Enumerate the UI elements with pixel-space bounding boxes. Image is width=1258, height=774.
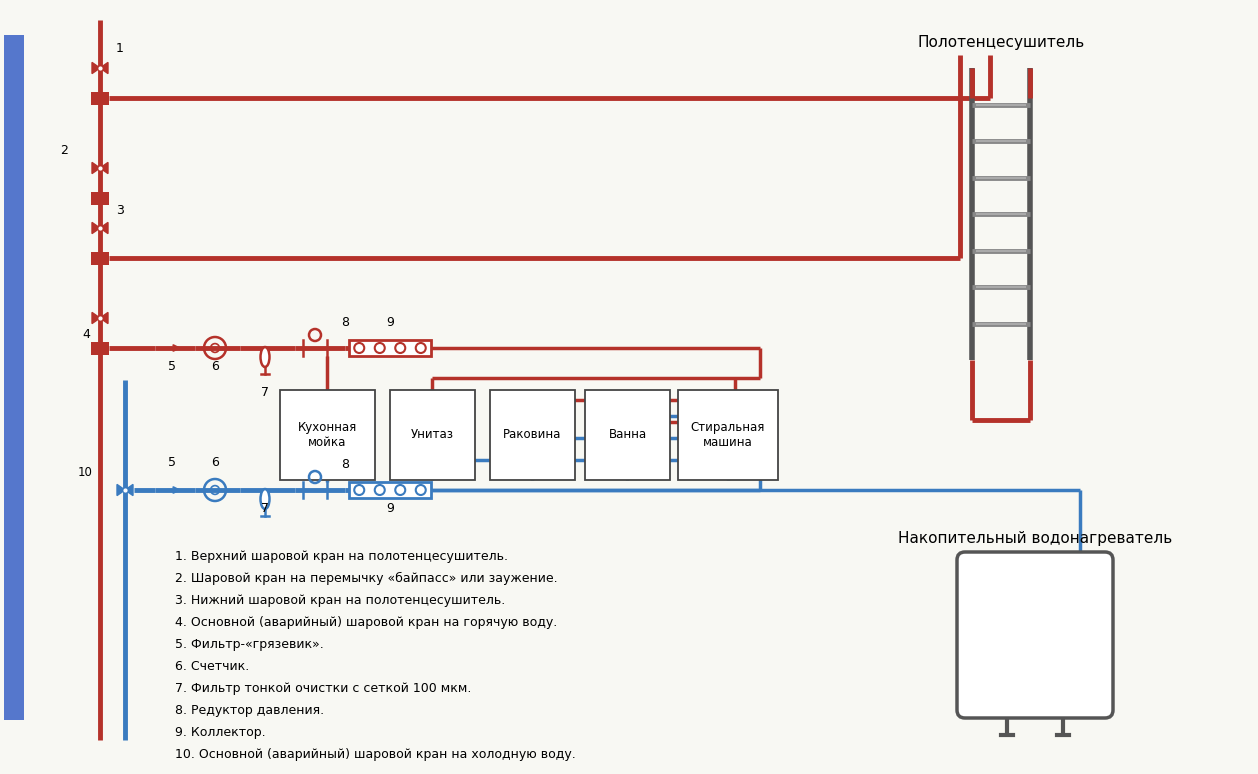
Text: 3. Нижний шаровой кран на полотенцесушитель.: 3. Нижний шаровой кран на полотенцесушит… xyxy=(175,594,506,607)
Polygon shape xyxy=(92,313,99,324)
Text: 4. Основной (аварийный) шаровой кран на горячую воду.: 4. Основной (аварийный) шаровой кран на … xyxy=(175,616,557,629)
FancyBboxPatch shape xyxy=(348,482,431,498)
Polygon shape xyxy=(99,63,108,74)
Circle shape xyxy=(375,485,385,495)
Text: Накопительный водонагреватель: Накопительный водонагреватель xyxy=(898,531,1172,546)
Circle shape xyxy=(415,485,425,495)
Circle shape xyxy=(395,485,405,495)
Text: Кухонная
мойка: Кухонная мойка xyxy=(298,420,357,450)
FancyBboxPatch shape xyxy=(4,35,24,720)
Text: 5. Фильтр-«грязевик».: 5. Фильтр-«грязевик». xyxy=(175,638,323,651)
Text: 2: 2 xyxy=(60,144,68,157)
FancyBboxPatch shape xyxy=(957,552,1113,718)
Text: 9: 9 xyxy=(386,502,394,515)
FancyBboxPatch shape xyxy=(585,390,671,480)
Ellipse shape xyxy=(260,347,269,367)
FancyBboxPatch shape xyxy=(91,341,109,354)
Circle shape xyxy=(355,343,365,353)
Text: 7. Фильтр тонкой очистки с сеткой 100 мкм.: 7. Фильтр тонкой очистки с сеткой 100 мк… xyxy=(175,682,472,695)
FancyBboxPatch shape xyxy=(390,390,476,480)
Text: Полотенцесушитель: Полотенцесушитель xyxy=(917,35,1084,50)
Polygon shape xyxy=(99,163,108,173)
FancyBboxPatch shape xyxy=(91,91,109,104)
Text: 8: 8 xyxy=(341,316,348,329)
FancyBboxPatch shape xyxy=(348,340,431,356)
Circle shape xyxy=(355,485,365,495)
Circle shape xyxy=(395,343,405,353)
Text: 6. Счетчик.: 6. Счетчик. xyxy=(175,660,249,673)
Polygon shape xyxy=(117,485,125,495)
Text: Унитаз: Унитаз xyxy=(411,429,454,441)
Text: 9. Коллектор.: 9. Коллектор. xyxy=(175,726,265,739)
Polygon shape xyxy=(125,485,133,495)
Text: 5: 5 xyxy=(169,360,176,373)
Polygon shape xyxy=(99,313,108,324)
Text: 7: 7 xyxy=(260,502,269,515)
Ellipse shape xyxy=(260,489,269,509)
Text: 10: 10 xyxy=(78,466,93,479)
Polygon shape xyxy=(92,63,99,74)
Text: 8. Редуктор давления.: 8. Редуктор давления. xyxy=(175,704,325,717)
FancyBboxPatch shape xyxy=(491,390,575,480)
Text: 5: 5 xyxy=(169,456,176,469)
Polygon shape xyxy=(92,222,99,234)
Text: 1: 1 xyxy=(116,42,123,55)
Text: 2. Шаровой кран на перемычку «байпасс» или заужение.: 2. Шаровой кран на перемычку «байпасс» и… xyxy=(175,572,557,585)
Text: Ванна: Ванна xyxy=(609,429,647,441)
Text: 3: 3 xyxy=(116,204,123,217)
Polygon shape xyxy=(99,222,108,234)
Text: Раковина: Раковина xyxy=(503,429,561,441)
Text: Стиральная
машина: Стиральная машина xyxy=(691,420,765,450)
Text: 4: 4 xyxy=(82,328,89,341)
Text: 7: 7 xyxy=(260,386,269,399)
Polygon shape xyxy=(92,163,99,173)
Text: 6: 6 xyxy=(211,456,219,469)
Circle shape xyxy=(375,343,385,353)
Text: 1. Верхний шаровой кран на полотенцесушитель.: 1. Верхний шаровой кран на полотенцесуши… xyxy=(175,550,508,563)
Text: 10. Основной (аварийный) шаровой кран на холодную воду.: 10. Основной (аварийный) шаровой кран на… xyxy=(175,748,576,761)
FancyBboxPatch shape xyxy=(91,252,109,265)
Text: 8: 8 xyxy=(341,458,348,471)
FancyBboxPatch shape xyxy=(281,390,375,480)
Circle shape xyxy=(415,343,425,353)
Text: 6: 6 xyxy=(211,360,219,373)
FancyBboxPatch shape xyxy=(91,191,109,204)
FancyBboxPatch shape xyxy=(678,390,777,480)
Text: 9: 9 xyxy=(386,316,394,329)
